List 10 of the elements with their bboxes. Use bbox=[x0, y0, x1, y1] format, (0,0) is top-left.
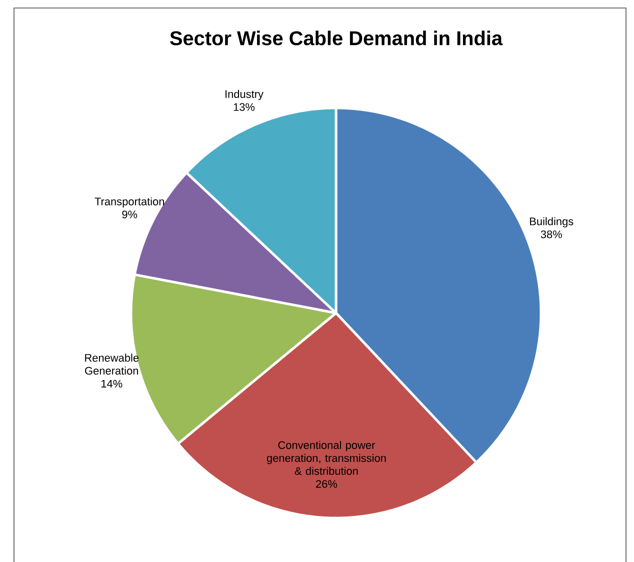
slice-label: Conventional power generation, transmission & distribution bbox=[266, 440, 386, 475]
slice-label: Transportation bbox=[94, 197, 164, 208]
chart-title: Sector Wise Cable Demand in India bbox=[170, 30, 503, 46]
data-label: 9% bbox=[122, 210, 138, 218]
data-label: 13% bbox=[234, 103, 255, 111]
data-label: 26% bbox=[316, 480, 338, 488]
data-label: 38% bbox=[540, 230, 562, 238]
slice-label: Buildings bbox=[530, 217, 574, 228]
data-label: 14% bbox=[101, 380, 122, 388]
slice-label: Industry bbox=[226, 90, 264, 100]
